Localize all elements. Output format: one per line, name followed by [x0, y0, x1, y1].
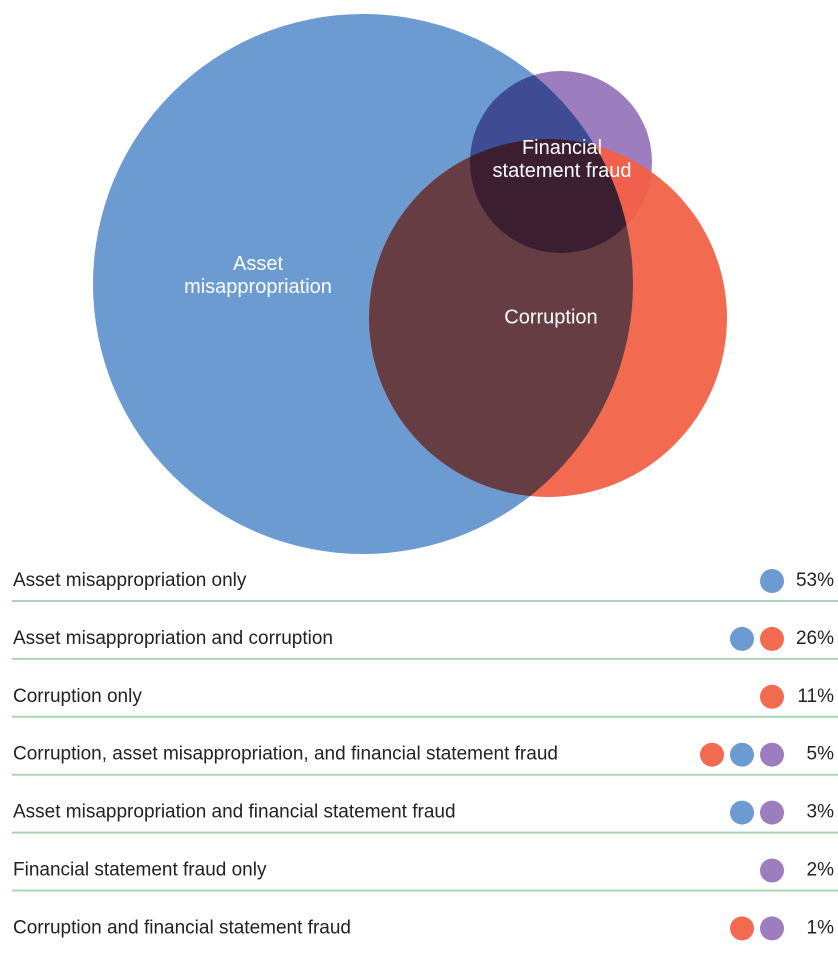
row-dot — [760, 916, 784, 941]
row-value: 1% — [807, 917, 835, 938]
row-value: 5% — [807, 744, 835, 765]
overlap-all — [470, 139, 633, 253]
row-label: Corruption, asset misappropriation, and … — [13, 744, 558, 765]
row-dot — [760, 569, 784, 593]
row-dot — [760, 626, 784, 651]
row-dot — [730, 800, 754, 825]
set-label: Asset misappropriation — [184, 253, 332, 298]
row-value: 2% — [807, 860, 835, 881]
set-label: Corruption — [504, 306, 597, 328]
row-dot — [700, 742, 724, 767]
row-label: Financial statement fraud only — [13, 860, 267, 881]
row-dot — [760, 684, 784, 709]
row-label: Corruption and financial statement fraud — [13, 917, 351, 938]
row-label: Asset misappropriation and financial sta… — [13, 802, 456, 823]
row-dot — [760, 858, 784, 883]
row-label: Corruption only — [13, 686, 142, 707]
row-dot — [760, 800, 784, 825]
row-label: Asset misappropriation only — [13, 570, 247, 591]
row-dot — [730, 626, 754, 651]
row-value: 26% — [796, 628, 834, 649]
row-value: 3% — [807, 802, 835, 823]
set-label: Financial statement fraud — [493, 137, 632, 182]
row-value: 11% — [797, 686, 834, 707]
row-value: 53% — [796, 570, 834, 591]
overlap-asset-corruption — [369, 139, 633, 497]
row-dot — [760, 742, 784, 767]
row-dot — [730, 742, 754, 767]
row-label: Asset misappropriation and corruption — [13, 628, 333, 649]
row-dot — [730, 916, 754, 941]
